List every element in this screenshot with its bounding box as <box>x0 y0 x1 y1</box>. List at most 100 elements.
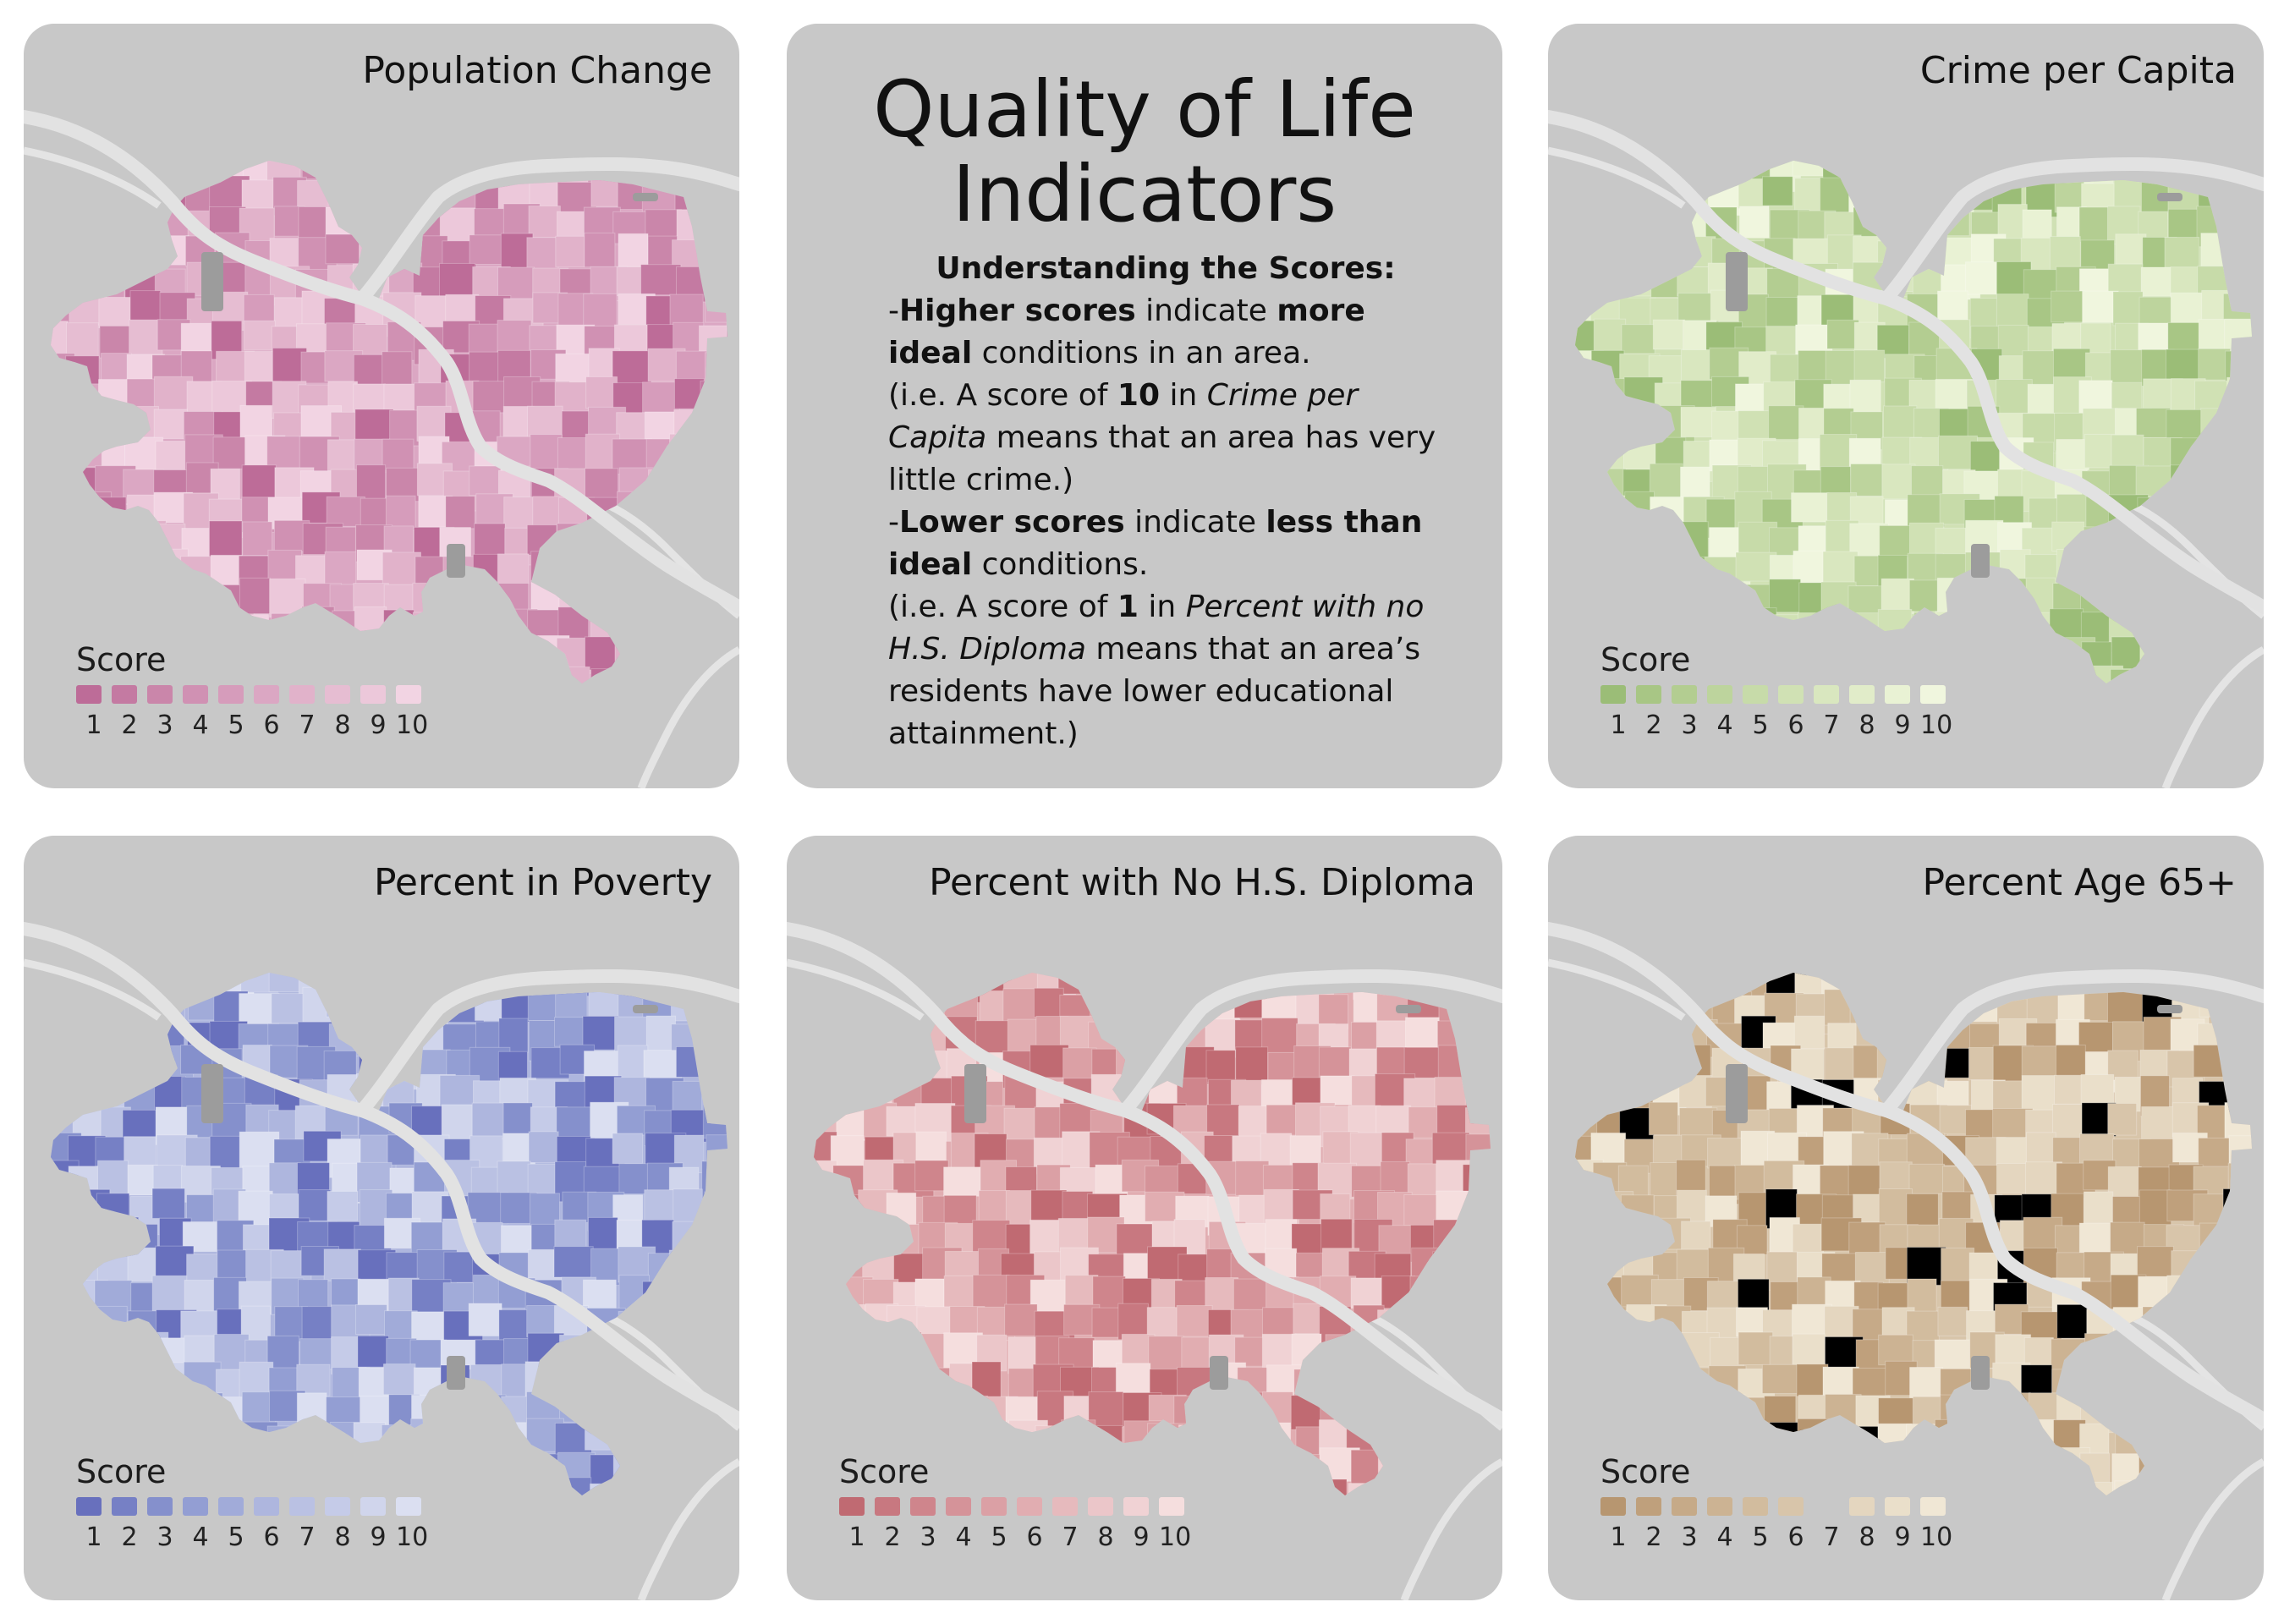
tract-cell <box>469 465 502 497</box>
tract-cell <box>2224 1418 2252 1459</box>
tract-cell <box>947 1421 979 1452</box>
tract-cell <box>2193 1276 2231 1312</box>
legend-label-1: 1 <box>85 1522 102 1552</box>
tract-cell <box>96 1333 135 1368</box>
tract-cell <box>2140 266 2173 297</box>
tract-cell <box>2167 636 2199 673</box>
legend-label-5: 5 <box>991 1522 1007 1552</box>
tract-cell <box>1205 1392 1235 1429</box>
island <box>447 544 465 578</box>
legend-label-2: 2 <box>121 1522 138 1552</box>
tract-cell <box>1491 1362 1502 1400</box>
tract-cell <box>730 238 739 267</box>
tract-cell <box>1575 1245 1606 1281</box>
tract-cell <box>382 438 415 471</box>
tract-cell <box>1650 203 1683 239</box>
tract-cell <box>354 606 387 637</box>
tract-cell <box>1997 669 2039 683</box>
tract-cell <box>326 986 360 1018</box>
tract-cell <box>1117 1303 1149 1341</box>
census-tracts <box>51 161 739 683</box>
tract-cell <box>727 1309 739 1343</box>
tract-cell <box>887 1331 922 1364</box>
tract-cell <box>1591 987 1632 1024</box>
tract-cell <box>1592 1306 1627 1339</box>
tract-cell <box>814 1254 834 1292</box>
tract-cell <box>668 1249 711 1281</box>
tract-cell <box>1647 584 1681 615</box>
tract-cell <box>2170 292 2204 328</box>
tract-cell <box>2197 1419 2236 1457</box>
tract-cell <box>1575 988 1599 1021</box>
tract-cell <box>831 1047 861 1084</box>
tract-cell <box>1595 1049 1636 1080</box>
legend-label-6: 6 <box>1787 1522 1804 1552</box>
tract-cell <box>2230 549 2252 580</box>
tract-cell <box>1205 1050 1236 1083</box>
tract-cell <box>1494 1217 1502 1248</box>
tract-cell <box>1877 608 1913 642</box>
tract-cell <box>1826 319 1859 349</box>
tract-cell <box>2222 1219 2252 1259</box>
tract-cell <box>583 548 615 583</box>
tract-cell <box>51 1425 80 1458</box>
tract-cell <box>860 1335 899 1371</box>
explanation-higher: -Higher scores indicate more ideal condi… <box>888 294 1365 370</box>
tract-cell <box>1595 1217 1628 1255</box>
legend-label-6: 6 <box>263 1522 280 1552</box>
title-line-2: Indicators <box>952 149 1337 239</box>
tract-cell <box>151 1275 188 1313</box>
tract-cell <box>1035 1425 1074 1457</box>
tract-cell <box>1968 606 2007 643</box>
legend-swatch-1 <box>839 1497 865 1516</box>
tract-cell <box>2084 1332 2122 1372</box>
river <box>787 922 1502 1426</box>
tract-cell <box>1710 973 1744 997</box>
tract-cell <box>1593 318 1627 354</box>
tract-cell <box>51 1449 78 1490</box>
tract-cell <box>1678 1390 1717 1421</box>
tract-cell <box>645 1447 683 1487</box>
tract-cell <box>618 1275 651 1313</box>
tract-cell <box>325 233 360 265</box>
tract-cell <box>2195 641 2232 680</box>
tract-cell <box>65 177 101 217</box>
tract-cell <box>94 269 125 301</box>
tract-cell <box>70 1337 102 1370</box>
tract-cell <box>1467 1193 1491 1226</box>
tract-cell <box>584 1360 617 1400</box>
tract-cell <box>154 548 189 582</box>
tract-cell <box>2253 554 2264 590</box>
tract-cell <box>614 1424 646 1462</box>
tract-cell <box>584 468 619 501</box>
tract-cell <box>2138 1391 2176 1423</box>
legend-swatch-7 <box>289 1497 315 1516</box>
tract-cell <box>2223 519 2252 553</box>
tract-cell <box>2254 381 2264 420</box>
legend-label-6: 6 <box>1026 1522 1043 1552</box>
tract-cell <box>705 207 727 246</box>
tract-cell <box>1320 1390 1359 1422</box>
tract-cell <box>1620 1045 1657 1078</box>
tract-cell <box>703 1081 727 1122</box>
tract-cell <box>669 294 704 328</box>
legend-label-10: 10 <box>1920 710 1953 740</box>
tract-cell <box>1408 1418 1449 1457</box>
tract-cell <box>1971 1396 2012 1435</box>
road-line <box>1548 146 1686 209</box>
tract-cell <box>1677 1367 1714 1399</box>
tract-cell <box>1403 1193 1438 1226</box>
tract-cell <box>943 1194 977 1228</box>
tract-cell <box>1711 606 1754 639</box>
tract-cell <box>1465 1133 1491 1176</box>
tract-cell <box>1797 1276 1831 1309</box>
tract-cell <box>703 466 727 501</box>
tract-cell <box>1881 161 1913 184</box>
legend-label-2: 2 <box>884 1522 901 1552</box>
tract-cell <box>2079 1481 2113 1495</box>
tract-cell <box>1493 1252 1502 1290</box>
tract-cell <box>2025 637 2059 678</box>
map-population-change <box>24 110 739 788</box>
tract-cell <box>1316 1479 1348 1495</box>
tract-cell <box>2022 1418 2056 1458</box>
